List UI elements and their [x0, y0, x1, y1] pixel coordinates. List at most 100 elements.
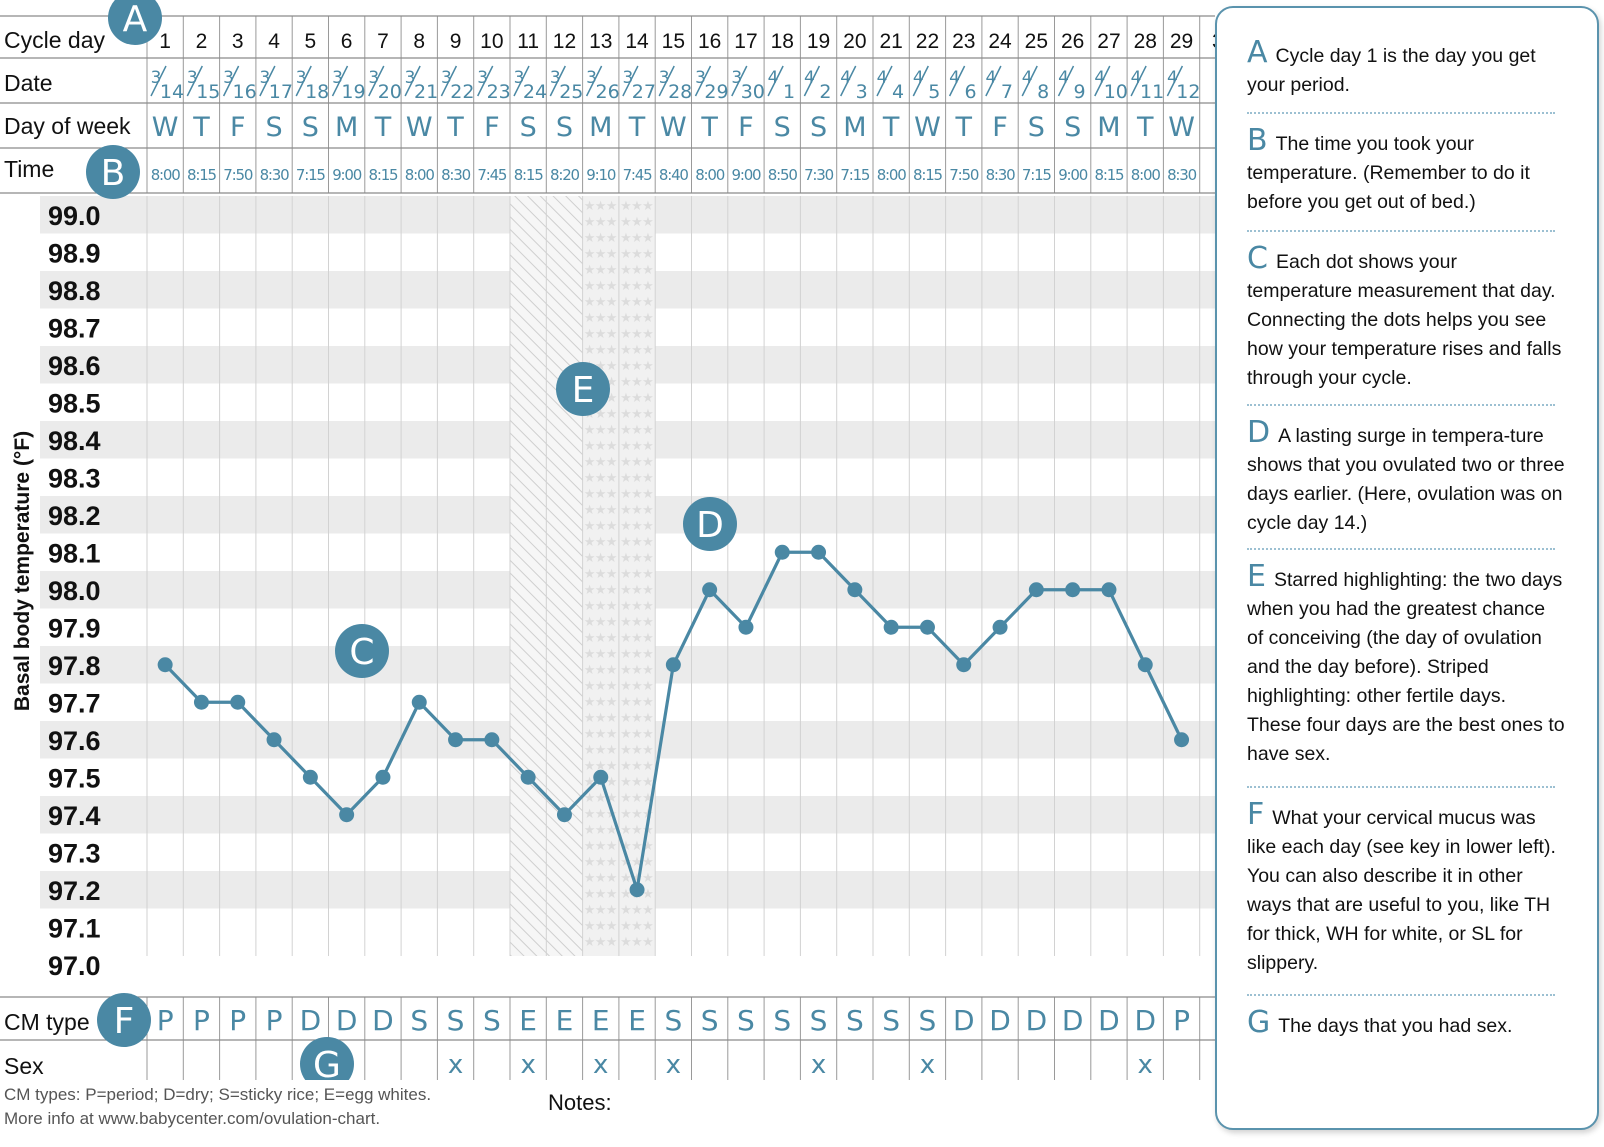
star-icon: ★: [584, 294, 596, 309]
star-icon: ★: [642, 390, 654, 405]
star-icon: ★: [606, 454, 618, 469]
day-of-week-label: S: [265, 112, 282, 143]
star-icon: ★: [595, 470, 607, 485]
star-icon: ★: [595, 422, 607, 437]
star-icon: ★: [631, 806, 643, 821]
legend-letter-a: A: [1247, 35, 1268, 70]
cycle-day-label: 7: [377, 30, 389, 53]
date-slash: [331, 65, 349, 97]
star-icon: ★: [606, 566, 618, 581]
star-icon: ★: [642, 902, 654, 917]
time-label: 9:00: [732, 166, 762, 184]
date-day: 4: [892, 81, 904, 103]
star-icon: ★: [642, 534, 654, 549]
star-icon: ★: [642, 518, 654, 533]
date-day: 14: [160, 81, 184, 103]
date-slash: [1021, 65, 1038, 97]
star-icon: ★: [620, 726, 632, 741]
date-slash: [585, 65, 603, 97]
star-icon: ★: [642, 326, 654, 341]
cycle-day-label: 13: [589, 30, 612, 53]
row-label-sex: Sex: [4, 1053, 44, 1079]
sex-mark: x: [1138, 1050, 1153, 1080]
star-icon: ★: [584, 454, 596, 469]
y-tick-label: 97.5: [48, 763, 101, 793]
y-tick-label: 98.9: [48, 238, 101, 268]
y-tick-label: 97.6: [48, 726, 101, 756]
star-icon: ★: [606, 934, 618, 949]
date-slash: [803, 65, 821, 97]
temperature-point: [1174, 732, 1190, 748]
temperature-point: [411, 694, 427, 710]
date-day: 22: [450, 81, 474, 103]
temperature-point: [847, 582, 863, 598]
star-icon: ★: [606, 742, 618, 757]
cm-type-label: E: [556, 1004, 574, 1037]
callout-letter-f: F: [114, 1001, 135, 1042]
star-icon: ★: [584, 710, 596, 725]
star-icon: ★: [584, 438, 596, 453]
temperature-point: [1065, 582, 1081, 598]
star-icon: ★: [631, 790, 643, 805]
star-icon: ★: [642, 262, 654, 277]
day-of-week-label: W: [914, 112, 941, 143]
legend-panel: A Cycle day 1 is the day you get your per…: [1215, 6, 1599, 1130]
star-icon: ★: [620, 774, 632, 789]
date-slash: [876, 65, 893, 97]
star-icon: ★: [620, 486, 632, 501]
starred-highlight: [618, 196, 656, 956]
star-icon: ★: [584, 822, 596, 837]
date-month: 3: [731, 68, 742, 88]
star-icon: ★: [620, 534, 632, 549]
callout-badge-e: [556, 362, 610, 416]
row-label-time: Time: [4, 156, 54, 182]
date-day: 5: [928, 81, 940, 103]
star-icon: ★: [606, 246, 618, 261]
date-day: 25: [559, 81, 583, 103]
star-icon: ★: [584, 502, 596, 517]
star-icon: ★: [584, 470, 596, 485]
day-of-week-label: M: [1097, 112, 1120, 143]
day-of-week-label: S: [774, 112, 791, 143]
day-of-week-label: T: [955, 112, 973, 143]
star-icon: ★: [595, 646, 607, 661]
star-icon: ★: [620, 550, 632, 565]
star-icon: ★: [606, 294, 618, 309]
date-month: 3: [441, 68, 452, 88]
star-icon: ★: [584, 582, 596, 597]
day-of-week-label: T: [700, 112, 718, 143]
star-icon: ★: [584, 758, 596, 773]
star-icon: ★: [631, 838, 643, 853]
date-day: 11: [1140, 81, 1164, 103]
legend-text-c: Each dot shows your temperature measurem…: [1247, 251, 1562, 389]
time-label: 8:30: [1167, 166, 1197, 184]
star-icon: ★: [606, 262, 618, 277]
star-icon: ★: [631, 822, 643, 837]
star-icon: ★: [620, 390, 632, 405]
star-icon: ★: [620, 662, 632, 677]
star-icon: ★: [584, 230, 596, 245]
star-icon: ★: [631, 774, 643, 789]
legend-letter-g: G: [1247, 1005, 1271, 1040]
legend-text-d: A lasting surge in tempera-ture shows th…: [1247, 425, 1565, 534]
star-icon: ★: [595, 310, 607, 325]
star-icon: ★: [606, 310, 618, 325]
date-slash: [440, 65, 458, 97]
star-icon: ★: [642, 438, 654, 453]
star-icon: ★: [642, 742, 654, 757]
date-month: 4: [768, 68, 779, 88]
star-icon: ★: [595, 662, 607, 677]
star-icon: ★: [595, 246, 607, 261]
star-icon: ★: [595, 710, 607, 725]
star-icon: ★: [631, 646, 643, 661]
star-icon: ★: [620, 598, 632, 613]
cm-type-label: D: [1098, 1004, 1120, 1037]
legend-letter-b: B: [1247, 123, 1268, 158]
legend-text-g: The days that you had sex.: [1278, 1015, 1513, 1037]
temperature-point: [774, 544, 790, 560]
star-icon: ★: [642, 582, 654, 597]
star-icon: ★: [631, 406, 643, 421]
star-icon: ★: [595, 854, 607, 869]
y-tick-label: 97.9: [48, 613, 101, 643]
